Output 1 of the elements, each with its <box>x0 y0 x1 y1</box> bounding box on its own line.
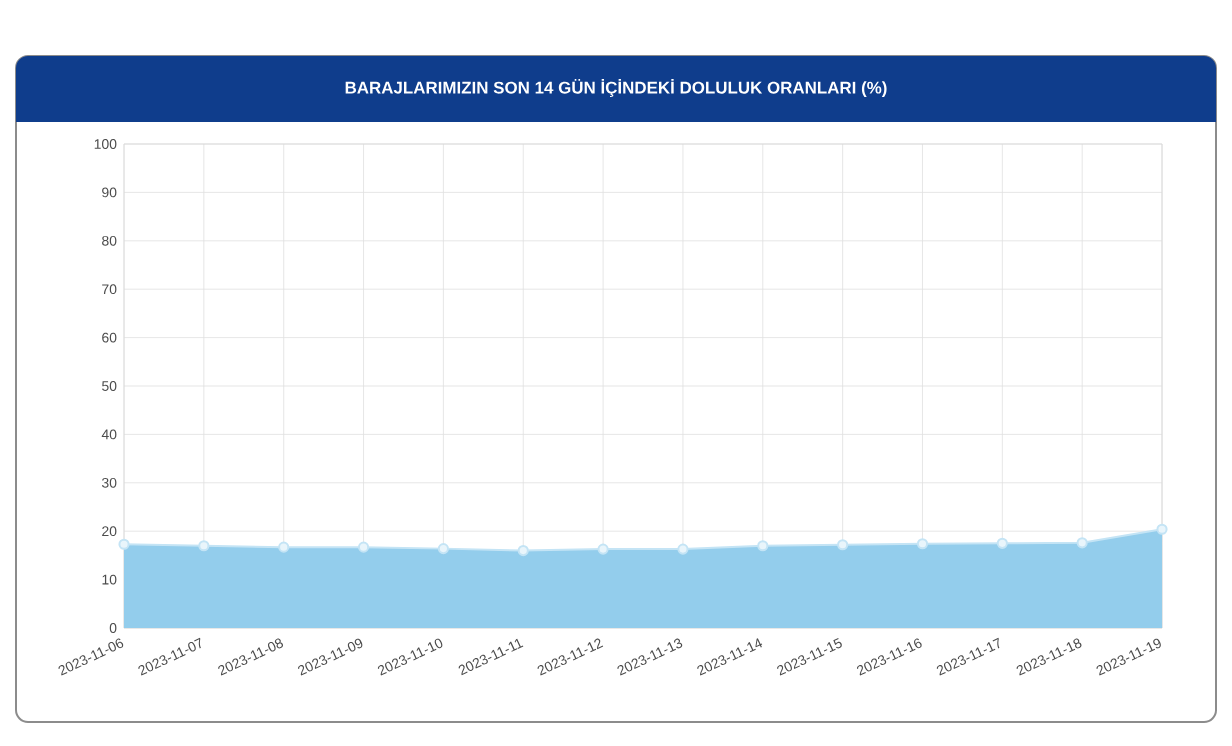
chart-title: BARAJLARIMIZIN SON 14 GÜN İÇİNDEKİ DOLULUK ORANLARI (%) <box>345 78 887 97</box>
